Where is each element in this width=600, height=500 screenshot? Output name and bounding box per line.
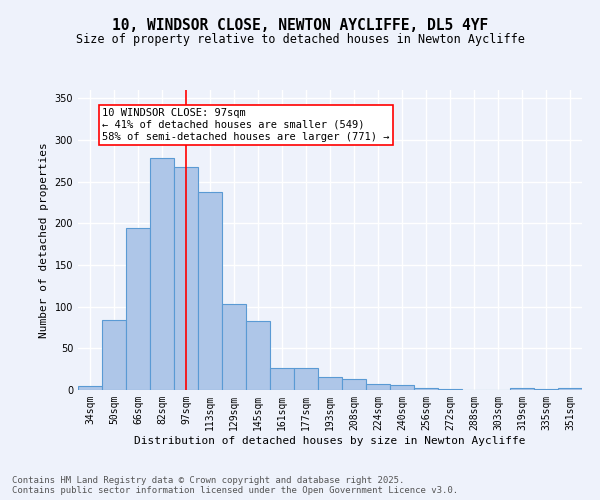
Bar bbox=[414, 388, 438, 390]
Bar bbox=[318, 376, 342, 390]
Bar bbox=[438, 389, 462, 390]
Text: Size of property relative to detached houses in Newton Aycliffe: Size of property relative to detached ho… bbox=[76, 32, 524, 46]
Bar bbox=[126, 228, 150, 390]
Bar bbox=[342, 379, 366, 390]
Bar bbox=[366, 384, 390, 390]
Bar bbox=[78, 386, 102, 390]
Y-axis label: Number of detached properties: Number of detached properties bbox=[39, 142, 49, 338]
Bar bbox=[534, 389, 558, 390]
Bar bbox=[222, 304, 246, 390]
Bar bbox=[246, 321, 270, 390]
Bar bbox=[150, 158, 174, 390]
Bar bbox=[294, 368, 318, 390]
Bar bbox=[558, 388, 582, 390]
Text: Contains HM Land Registry data © Crown copyright and database right 2025.
Contai: Contains HM Land Registry data © Crown c… bbox=[12, 476, 458, 495]
Bar bbox=[102, 320, 126, 390]
Bar bbox=[270, 368, 294, 390]
Bar bbox=[198, 192, 222, 390]
X-axis label: Distribution of detached houses by size in Newton Aycliffe: Distribution of detached houses by size … bbox=[134, 436, 526, 446]
Text: 10 WINDSOR CLOSE: 97sqm
← 41% of detached houses are smaller (549)
58% of semi-d: 10 WINDSOR CLOSE: 97sqm ← 41% of detache… bbox=[102, 108, 389, 142]
Bar bbox=[390, 385, 414, 390]
Text: 10, WINDSOR CLOSE, NEWTON AYCLIFFE, DL5 4YF: 10, WINDSOR CLOSE, NEWTON AYCLIFFE, DL5 … bbox=[112, 18, 488, 32]
Bar bbox=[174, 166, 198, 390]
Bar bbox=[510, 388, 534, 390]
